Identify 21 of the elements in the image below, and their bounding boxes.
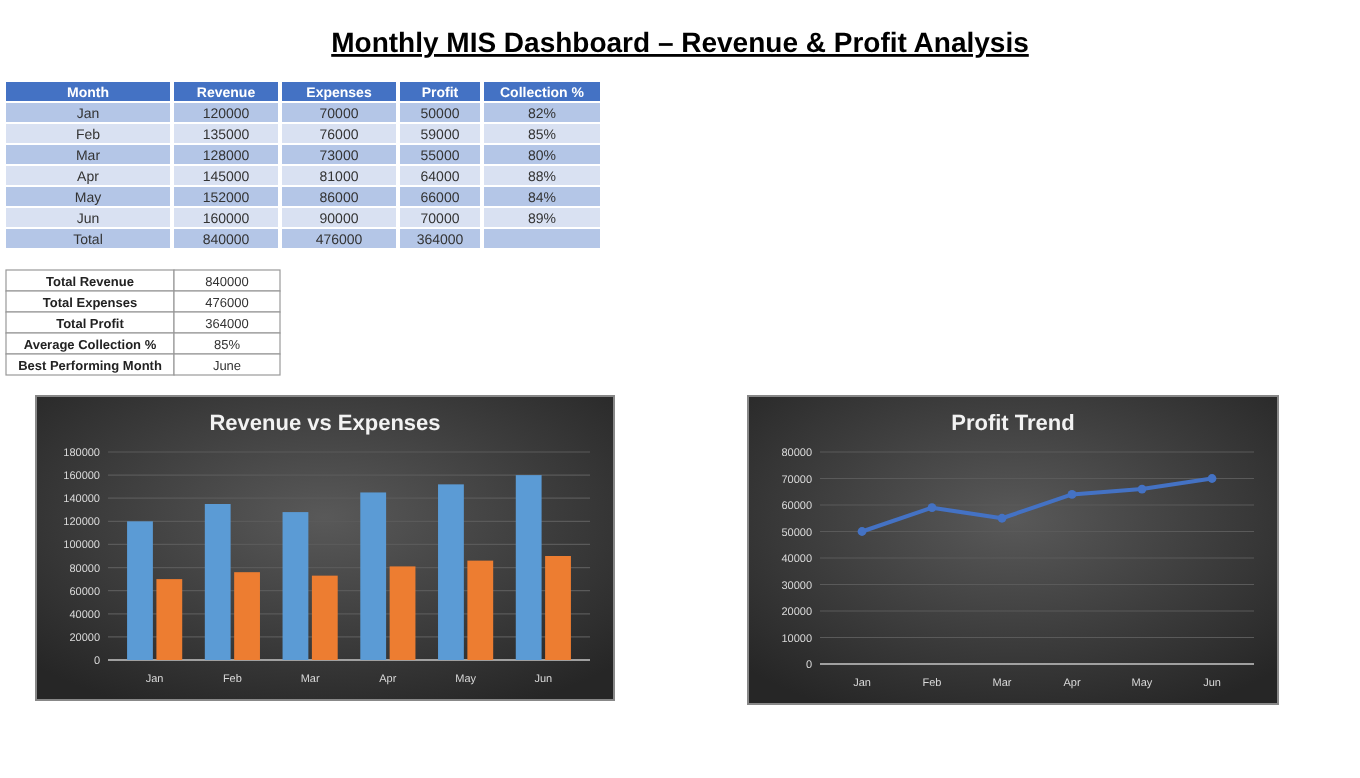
chart-title: Profit Trend [951, 412, 1075, 436]
bar [156, 579, 183, 660]
bar [127, 521, 153, 660]
point [1137, 484, 1147, 494]
bar [545, 556, 571, 660]
point [1067, 490, 1077, 499]
point [927, 503, 937, 513]
bar [467, 560, 494, 660]
point [997, 513, 1007, 523]
point [857, 527, 867, 536]
bar [360, 492, 387, 660]
bar [311, 575, 338, 660]
bar [515, 475, 542, 660]
bar [204, 504, 231, 660]
chart-title: Revenue vs Expenses [209, 412, 441, 436]
bar [282, 512, 309, 660]
bar [389, 566, 416, 660]
bar [234, 572, 260, 660]
point [1207, 474, 1217, 483]
bar [438, 484, 464, 660]
text: Monthly MIS Dashboard – Revenue & Profit Analysis [331, 26, 1030, 58]
